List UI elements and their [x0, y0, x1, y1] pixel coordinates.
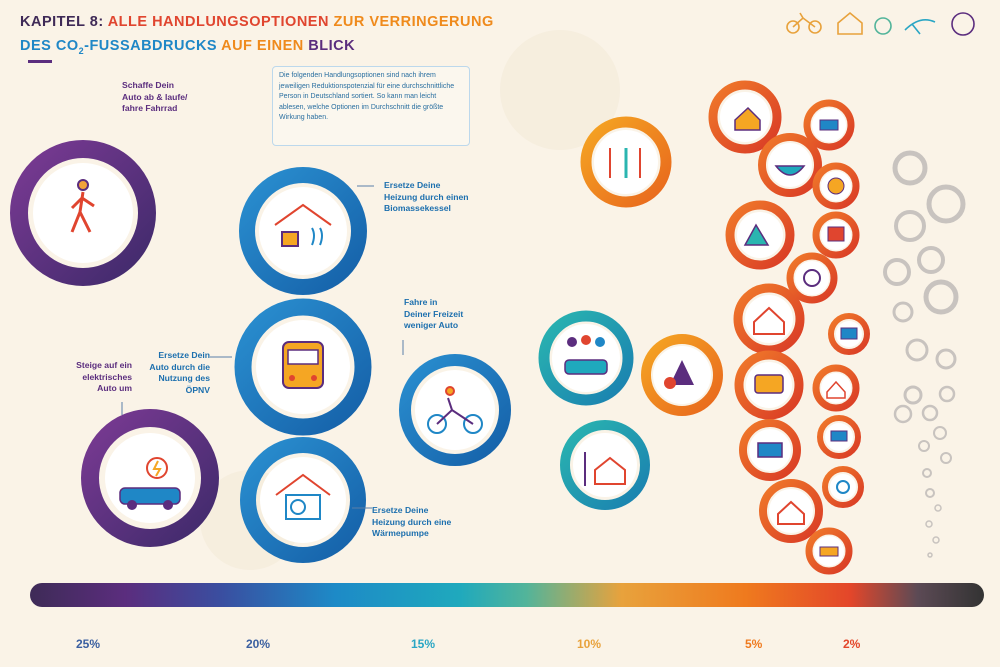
- label-heatpump: Ersetze Deine Heizung durch eine Wärmepump…: [372, 505, 452, 538]
- mountain-bike-icon: [743, 223, 770, 246]
- house-size-icon: [584, 452, 626, 486]
- cutlery-leaf-icon: [609, 148, 641, 178]
- thermometer-house-icon: [734, 106, 761, 131]
- tree-fruit-icon: [664, 360, 694, 389]
- bubble-biomass: [239, 167, 367, 295]
- bubble-train-travel: [812, 211, 860, 259]
- small-train-icon: [827, 226, 845, 242]
- bubble-insulation: [708, 80, 782, 154]
- bubble-appliances: [786, 252, 838, 304]
- scale-tick-20: 20%: [246, 637, 271, 651]
- bubble-efficient-heating: [733, 283, 805, 355]
- house-icon-small: [777, 500, 805, 525]
- scale-tick-10: 10%: [577, 637, 602, 651]
- title-line2-blue-rest: -FUSSABDRUCKS: [84, 38, 218, 54]
- bubble-green-electricity: [812, 364, 860, 412]
- bubble-vegetarian-diet: [580, 116, 672, 208]
- thermostat-icon: [836, 480, 850, 494]
- title-line1-red: ALLE HANDLUNGSOPTIONEN: [107, 14, 329, 30]
- bubble-bus-commute: [734, 350, 804, 420]
- sun-house-icon: [753, 306, 785, 335]
- title-subscript: 2: [78, 45, 85, 56]
- connector-lines: [121, 185, 404, 509]
- electric-car-icon: [119, 457, 181, 510]
- scale-tick-25: 25%: [76, 637, 101, 651]
- salad-bowl-icon: [774, 165, 806, 176]
- grey-small-rings: [883, 150, 966, 558]
- bubble-leisure-bike: [399, 354, 511, 466]
- bubble-walk-bike: [10, 140, 156, 286]
- title-line2-orange: AUF EINEN: [221, 38, 304, 54]
- title-line2-purple: BLICK: [308, 38, 356, 54]
- scale-tick-5: 5%: [745, 637, 763, 651]
- tram-icon: [840, 327, 858, 340]
- label-electric-car: Steige auf ein elektrisches Auto um: [76, 360, 132, 393]
- solar-panel-icon: [757, 442, 783, 458]
- plate-icon: [827, 177, 845, 195]
- bed-icon: [819, 546, 839, 557]
- leaf-icon: [951, 12, 975, 36]
- page-title: KAPITEL 8: ALLE HANDLUNGSOPTIONEN ZUR VE…: [20, 10, 494, 63]
- label-biomass: Ersetze Deine Heizung durch einen Biomasse…: [384, 180, 469, 213]
- label-walk-bike: Schaffe Dein Auto ab & laufe/fahre Fahrra…: [122, 80, 188, 113]
- gears-icon: [803, 269, 821, 287]
- plane-icon: [904, 19, 936, 35]
- bubble-delivery: [803, 99, 855, 151]
- bubble-seasonal-food: [758, 133, 822, 197]
- bubble-bed-heating: [805, 527, 853, 575]
- bubble-solar-thermal: [817, 415, 861, 459]
- house-icon: [837, 11, 863, 35]
- reduction-scale-bar: [30, 583, 984, 607]
- bubble-food-waste: [812, 162, 860, 210]
- train-icon: [282, 341, 324, 389]
- scale-tick-15: 15%: [411, 637, 436, 651]
- header-icons: [786, 11, 975, 36]
- bubble-travel-mode: [828, 313, 870, 355]
- bubble-regional-food: [641, 334, 723, 416]
- bubble-heatpump: [240, 437, 366, 563]
- bubble-house-energy: [759, 479, 823, 543]
- bubble-shared-car: [538, 310, 634, 406]
- label-leisure-car: Fahre in Deiner Freizeit weniger Auto: [404, 297, 464, 330]
- walking-person-icon: [70, 179, 95, 233]
- bubble-electric-car: [81, 409, 219, 547]
- bubble-smaller-home: [560, 420, 650, 510]
- truck-icon: [819, 119, 839, 131]
- bicycle-icon: [786, 12, 822, 34]
- title-underline: [28, 60, 52, 63]
- bus-icon: [754, 374, 784, 394]
- carpool-icon: [564, 335, 608, 375]
- cyclist-icon: [427, 386, 483, 434]
- bubble-solar: [739, 419, 801, 481]
- heatpump-icon: [275, 473, 331, 520]
- bubble-thermostat: [822, 466, 864, 508]
- bubble-vacation: [725, 200, 795, 270]
- title-line1-orange: ZUR VERRINGERUNG: [333, 14, 494, 30]
- label-public-transport: Ersetze Dein Auto durch die Nutzung des ÖPN…: [149, 350, 210, 395]
- scale-tick-2: 2%: [843, 637, 861, 651]
- biomass-house-icon: [274, 203, 332, 247]
- plug-house-icon: [826, 380, 846, 399]
- apple-icon: [874, 17, 892, 35]
- title-prefix: KAPITEL 8:: [20, 14, 104, 30]
- info-box: Die folgenden Handlungsoptionen sind nac…: [272, 66, 470, 146]
- solar-roof-icon: [830, 430, 848, 442]
- bubble-public-transport: [234, 298, 372, 436]
- title-line2-blue: DES CO: [20, 38, 79, 54]
